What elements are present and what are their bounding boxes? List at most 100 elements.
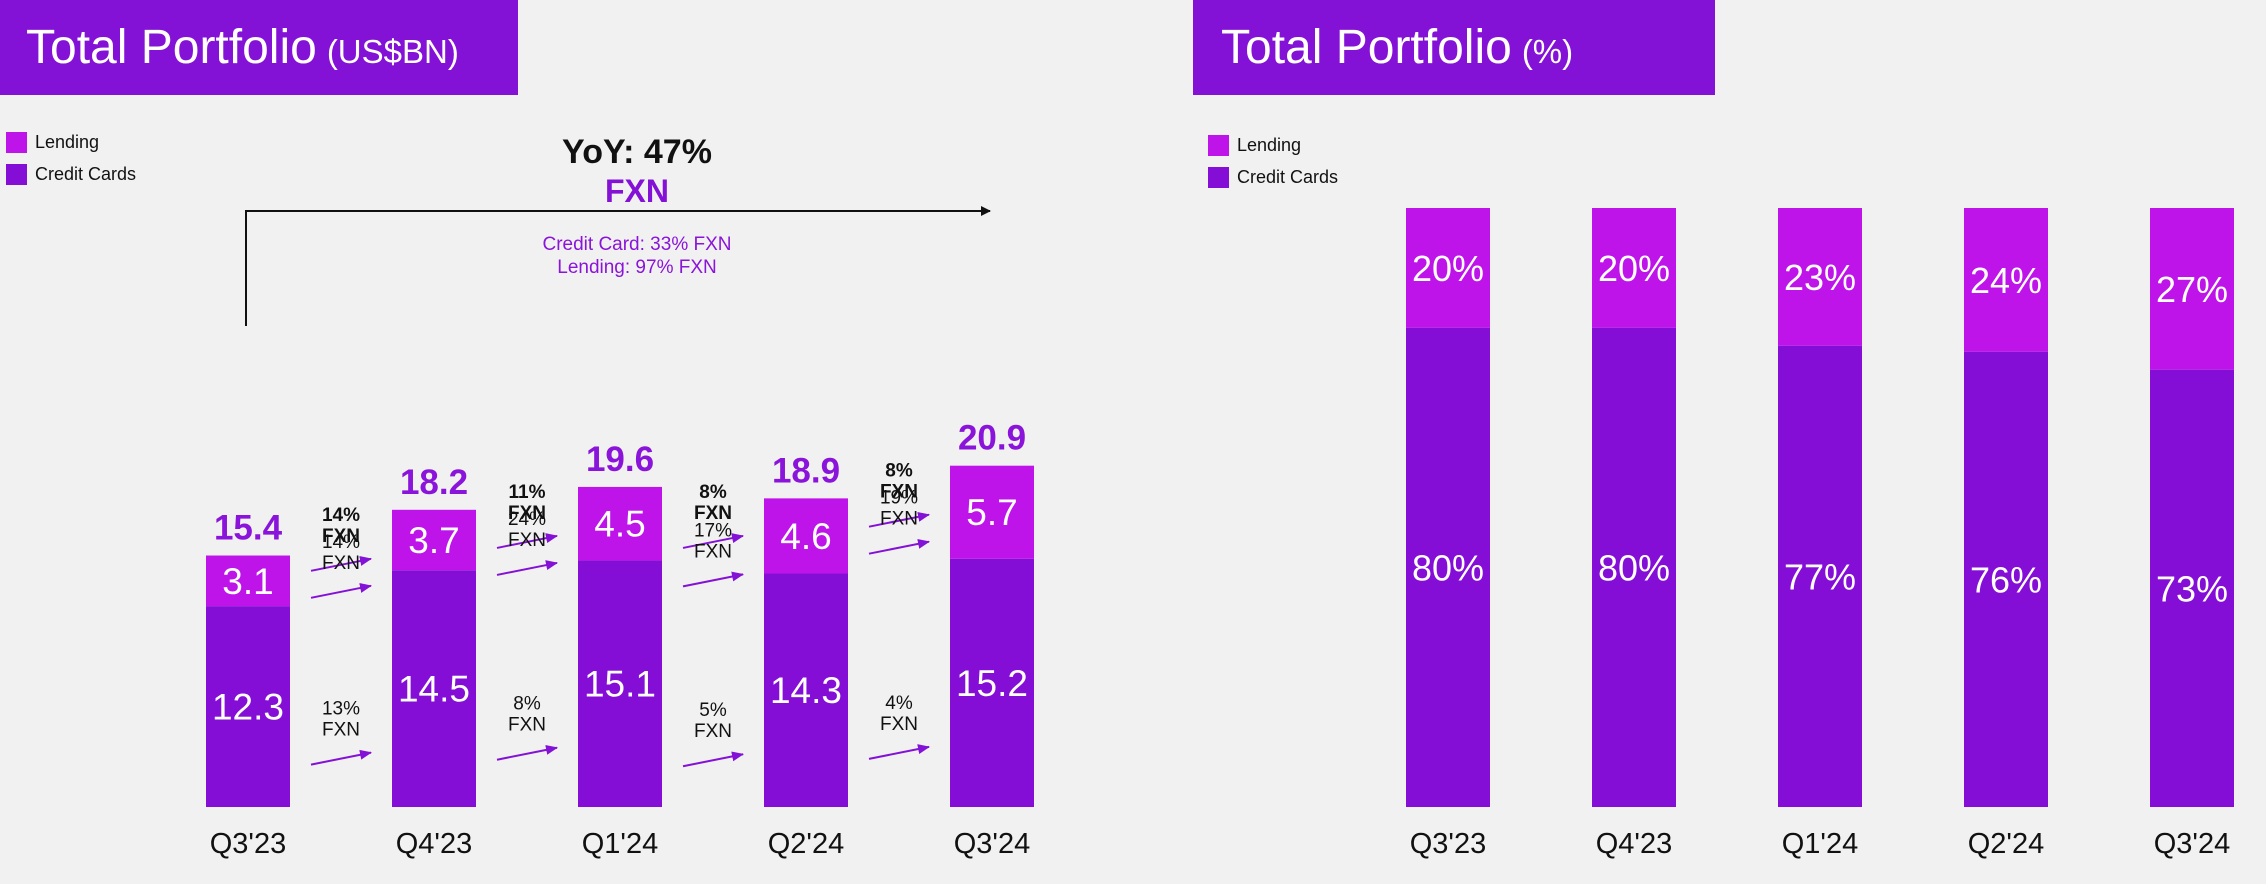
growth-arrow [310, 583, 372, 599]
value-label-lending-pct: 20% [1412, 248, 1484, 289]
growth-total-pct: 8% [885, 461, 913, 482]
bar-credit-cards-pct [2150, 369, 2234, 807]
growth-lending-fxn: FXN [880, 509, 918, 530]
total-label: 18.9 [772, 451, 840, 490]
growth-lending-pct: 17% [694, 520, 732, 541]
growth-total-pct: 8% [699, 482, 727, 503]
value-label-credit-cards-pct: 77% [1784, 556, 1856, 597]
category-label: Q1'24 [1782, 828, 1858, 860]
value-label-credit-cards-pct: 80% [1412, 547, 1484, 588]
growth-total-fxn: FXN [322, 526, 360, 547]
lending-swatch [6, 131, 27, 153]
growth-total-fxn: FXN [694, 503, 732, 524]
category-label: Q3'24 [2154, 828, 2230, 860]
value-label-lending-pct: 24% [1970, 260, 2042, 301]
value-label-credit-cards-pct: 76% [1970, 559, 2042, 600]
right-header-unit: (%) [1521, 32, 1574, 70]
value-label-lending: 4.6 [780, 516, 831, 557]
value-label-credit-cards: 15.1 [584, 664, 656, 705]
legend-item-credit-cards-pct: Credit Cards [1208, 166, 1338, 188]
growth-arrow [682, 571, 744, 588]
value-label-lending: 5.7 [966, 492, 1017, 533]
category-label: Q3'24 [954, 828, 1030, 860]
growth-credit-cards-pct: 5% [699, 700, 727, 721]
growth-arrow [310, 749, 372, 766]
bar-credit-cards [764, 573, 848, 807]
bar-credit-cards-pct [1964, 351, 2048, 807]
growth-total-pct: 14% [322, 505, 360, 526]
right-header: Total Portfolio (%) [1193, 0, 1715, 95]
legend-item-lending-pct: Lending [1208, 134, 1338, 156]
value-label-credit-cards: 15.2 [956, 663, 1028, 704]
category-label: Q4'23 [396, 828, 472, 860]
value-label-credit-cards-pct: 73% [2156, 568, 2228, 609]
left-header-title: Total Portfolio [26, 21, 317, 74]
right-legend: Lending Credit Cards [1208, 134, 1338, 198]
bar-lending-pct [1592, 208, 1676, 328]
left-header: Total Portfolio (US$BN) [0, 0, 518, 95]
value-label-lending: 3.1 [222, 561, 273, 602]
yoy-title: YoY: 47% [562, 133, 712, 171]
legend-credit-cards-label: Credit Cards [35, 163, 137, 184]
legend-credit-cards-label: Credit Cards [1237, 166, 1339, 187]
left-stacked-bar-chart: 12.3 3.1 15.4 Q3'23 14.5 3.7 18.2 Q4'23 15.1 4.5 1… [206, 419, 1034, 860]
category-label: Q3'23 [210, 828, 286, 860]
value-label-lending: 3.7 [408, 520, 459, 561]
right-header-title: Total Portfolio [1221, 21, 1512, 74]
growth-credit-cards-pct: 13% [322, 699, 360, 720]
yoy-lending-line: Lending: 97% FXN [557, 257, 717, 278]
growth-lending-fxn: FXN [694, 541, 732, 562]
total-label: 19.6 [586, 440, 654, 479]
bar-lending-pct [1778, 208, 1862, 346]
category-label: Q2'24 [1968, 828, 2044, 860]
legend-lending-label: Lending [35, 131, 100, 152]
value-label-lending-pct: 27% [2156, 269, 2228, 310]
yoy-bracket-arrow [245, 206, 991, 326]
bar-credit-cards-pct [1592, 327, 1676, 807]
growth-credit-cards-pct: 8% [513, 694, 541, 715]
growth-credit-cards-fxn: FXN [508, 715, 546, 736]
credit-cards-swatch [1208, 166, 1229, 188]
category-label: Q3'23 [1410, 828, 1486, 860]
category-label: Q2'24 [768, 828, 844, 860]
bar-credit-cards-pct [1406, 327, 1490, 807]
growth-arrow [496, 560, 558, 576]
bar-lending [950, 465, 1034, 559]
growth-arrow [682, 533, 744, 549]
growth-arrow [868, 744, 930, 760]
growth-total-pct: 11% [509, 482, 546, 503]
total-label: 20.9 [958, 419, 1026, 458]
bar-credit-cards [950, 558, 1034, 807]
left-legend: Lending Credit Cards [6, 131, 136, 195]
legend-lending-label: Lending [1237, 134, 1302, 155]
growth-credit-cards-fxn: FXN [694, 721, 732, 742]
legend-item-lending: Lending [6, 131, 136, 153]
growth-lending-pct: 14% [322, 532, 360, 553]
value-label-credit-cards-pct: 80% [1598, 547, 1670, 588]
bar-lending [392, 509, 476, 571]
value-label-lending-pct: 20% [1598, 248, 1670, 289]
growth-credit-cards-fxn: FXN [880, 714, 918, 735]
bar-credit-cards-pct [1778, 345, 1862, 807]
bar-credit-cards [392, 570, 476, 807]
bar-lending [206, 555, 290, 607]
yoy-credit-card-line: Credit Card: 33% FXN [542, 234, 731, 255]
category-label: Q1'24 [582, 828, 658, 860]
bar-lending [578, 486, 662, 561]
growth-lending-fxn: FXN [508, 530, 546, 551]
right-percent-bar-chart: 20% 80% Q3'23 20% 80% Q4'23 23% 77% Q1'24 24% 76% Q… [1406, 208, 2234, 860]
growth-lending-pct: 24% [508, 509, 546, 530]
value-label-credit-cards: 14.5 [398, 669, 470, 710]
growth-lending-pct: 19% [880, 488, 918, 509]
value-label-lending-pct: 23% [1784, 257, 1856, 298]
yoy-fxn: FXN [605, 173, 669, 209]
lending-swatch [1208, 134, 1229, 156]
growth-arrow [868, 538, 930, 555]
growth-total-fxn: FXN [880, 482, 918, 503]
bar-credit-cards [206, 606, 290, 807]
growth-arrow [496, 533, 558, 549]
bar-lending-pct [1964, 208, 2048, 352]
bar-credit-cards [578, 560, 662, 807]
